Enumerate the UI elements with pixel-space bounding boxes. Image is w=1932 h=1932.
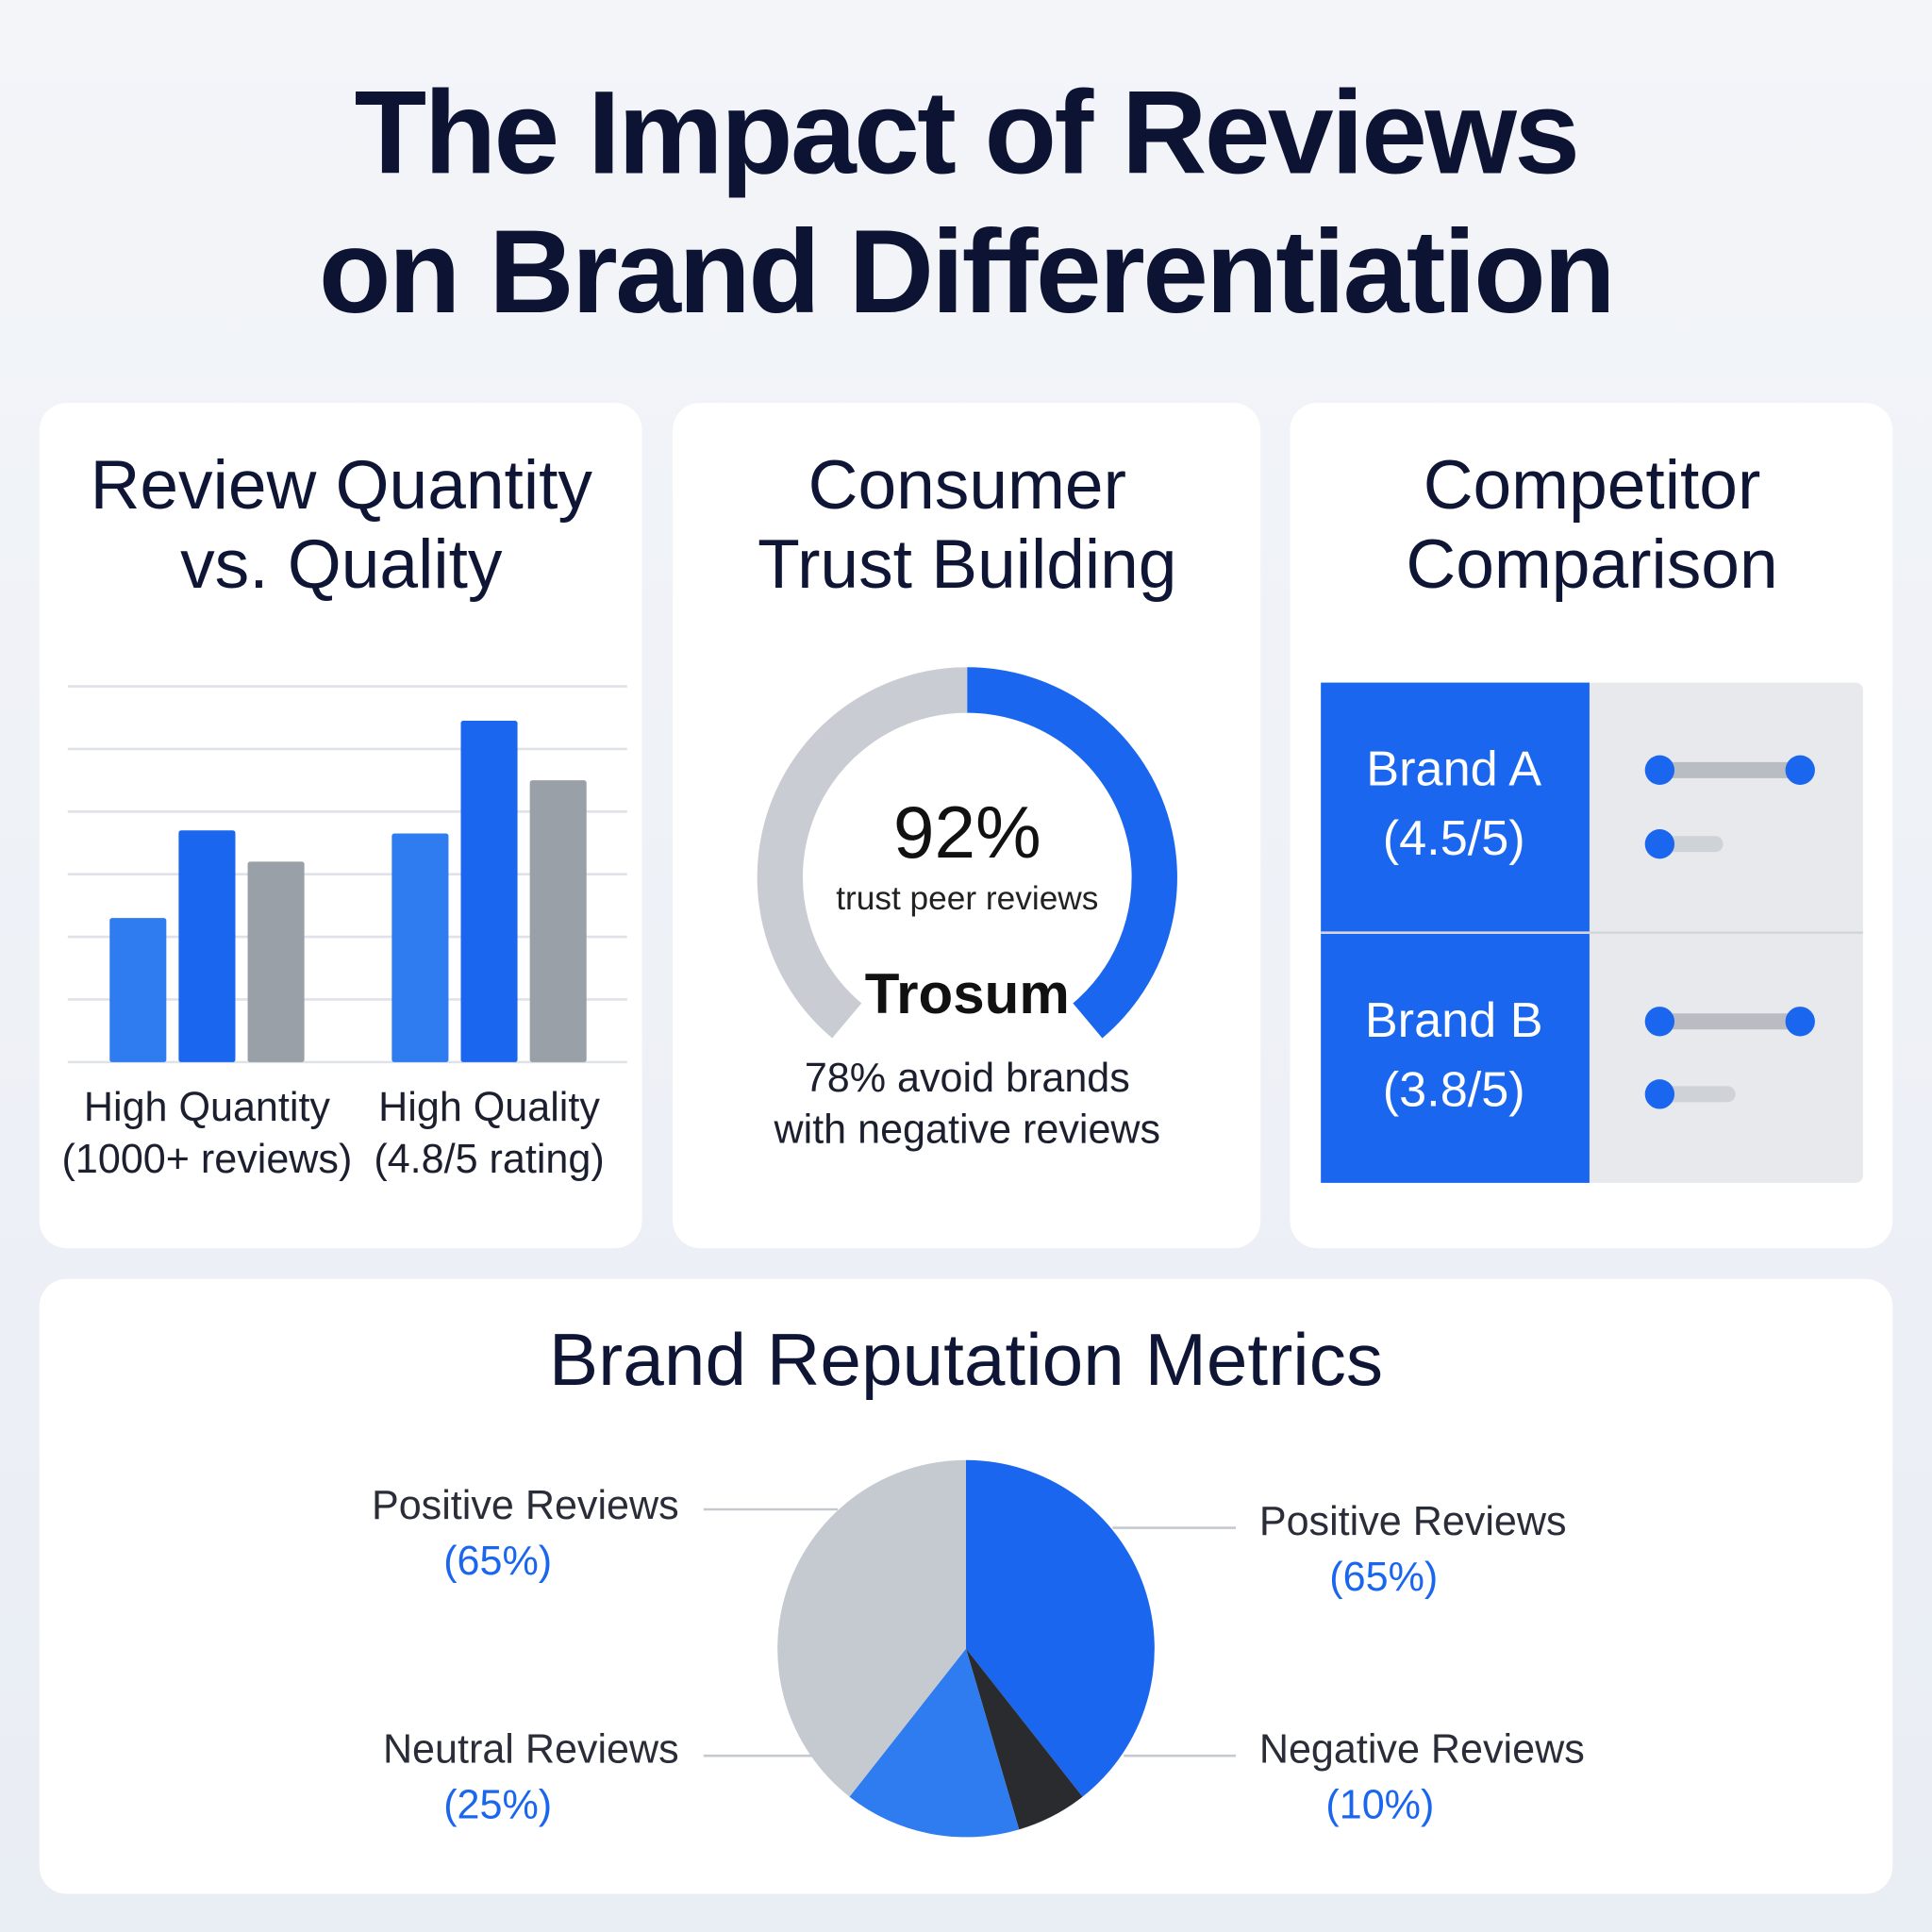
note: 78% avoid brands xyxy=(805,1056,1130,1101)
card-title: Trust Building xyxy=(758,526,1176,603)
slider-dot xyxy=(1644,829,1675,859)
stat-label: trust peer reviews xyxy=(836,880,1098,917)
page-title: on Brand Differentiation xyxy=(319,205,1613,338)
slice-label: Neutral Reviews xyxy=(383,1727,679,1773)
gauge-name: Trosum xyxy=(865,962,1070,1025)
gauge-arc xyxy=(967,667,1177,1039)
slider-dot xyxy=(1644,1007,1675,1037)
sliders xyxy=(1644,755,1815,1109)
page-title: The Impact of Reviews xyxy=(355,65,1578,198)
note: with negative reviews xyxy=(774,1108,1161,1153)
slider-dot xyxy=(1785,755,1815,785)
slider-dot xyxy=(1785,1007,1815,1037)
slice-label: Positive Reviews xyxy=(372,1483,679,1528)
x-tick-label: High Quantity xyxy=(84,1085,331,1130)
stat: 92% xyxy=(893,791,1041,874)
slider-dot xyxy=(1644,755,1675,785)
slice-label: Positive Reviews xyxy=(1259,1499,1567,1544)
x-tick-label: (1000+ reviews) xyxy=(62,1137,353,1182)
x-tick-label: (4.8/5 rating) xyxy=(374,1137,604,1182)
slice-label: Negative Reviews xyxy=(1259,1727,1585,1773)
brand-name: Brand B xyxy=(1365,993,1543,1048)
pie-slice xyxy=(849,1648,1020,1838)
card-title: Comparison xyxy=(1406,526,1777,603)
card xyxy=(673,403,1261,1249)
brand-rating: (4.5/5) xyxy=(1383,811,1525,866)
bar xyxy=(460,721,518,1062)
slice-value: (25%) xyxy=(443,1782,552,1827)
slice-value: (10%) xyxy=(1325,1782,1434,1827)
bar xyxy=(178,830,236,1062)
bar xyxy=(109,918,167,1062)
card-title: Competitor xyxy=(1424,447,1761,524)
bar xyxy=(391,833,449,1062)
card-title: Review Quantity xyxy=(91,447,593,524)
card-title: vs. Quality xyxy=(180,526,503,603)
pie-slice xyxy=(966,1459,1155,1797)
brand-rating: (3.8/5) xyxy=(1383,1062,1525,1117)
x-tick-label: High Quality xyxy=(378,1085,600,1130)
pie-slice xyxy=(777,1459,966,1797)
slider-dot xyxy=(1644,1079,1675,1109)
card-title: Consumer xyxy=(808,447,1126,524)
brand-name: Brand A xyxy=(1366,742,1541,797)
gauge-track xyxy=(757,667,968,1039)
slice-value: (65%) xyxy=(443,1539,552,1584)
bar xyxy=(247,861,305,1062)
slice-value: (65%) xyxy=(1329,1555,1438,1600)
bar xyxy=(529,780,587,1062)
card-title: Brand Reputation Metrics xyxy=(549,1318,1383,1401)
pie-slice xyxy=(966,1648,1083,1830)
